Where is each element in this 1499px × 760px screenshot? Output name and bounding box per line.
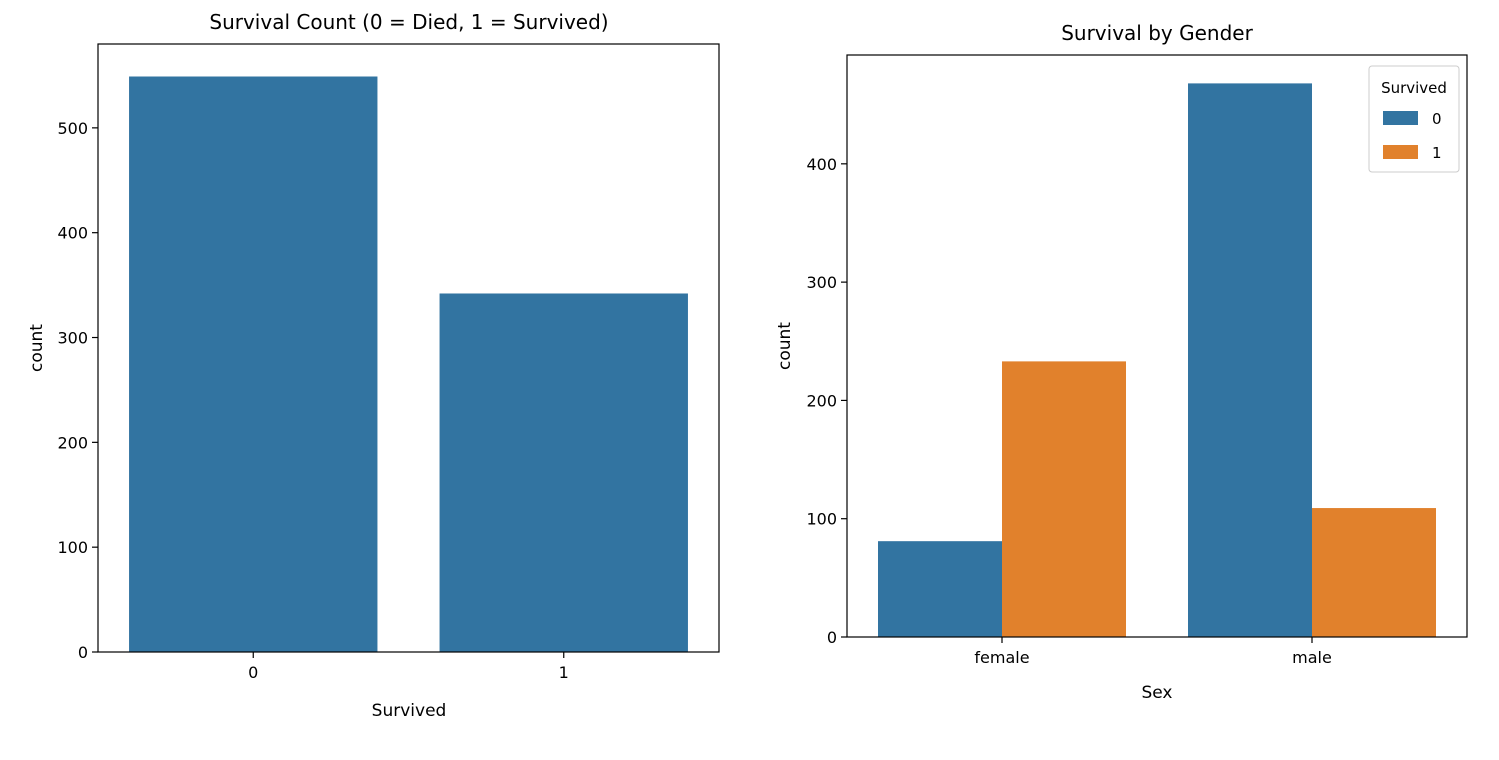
y-ticks: 0 100 200 300 400 500: [57, 119, 98, 662]
legend-title: Survived: [1381, 79, 1447, 97]
bar-1: [439, 293, 688, 652]
plot-frame: [846, 54, 1468, 638]
y-axis-label: count: [775, 322, 795, 370]
x-ticks: female male: [974, 637, 1332, 667]
axes: [97, 43, 720, 653]
y-tick-label: 500: [57, 119, 88, 138]
bars: [129, 76, 688, 652]
y-tick-label: 300: [806, 273, 837, 292]
y-tick-label: 200: [806, 391, 837, 410]
legend-label-1: 1: [1432, 144, 1442, 162]
y-ticks: 0 100 200 300 400: [806, 155, 847, 647]
bar-female-1: [1002, 361, 1126, 637]
y-tick-label: 300: [57, 329, 88, 348]
legend-label-0: 0: [1432, 110, 1442, 128]
legend-swatch-0: [1383, 111, 1418, 125]
chart-survival-by-gender: Survival by Gender 0 100 200 300 400 female m…: [775, 21, 1468, 703]
y-tick-label: 100: [806, 510, 837, 529]
bar-female-0: [878, 541, 1002, 637]
x-tick-label: 1: [559, 663, 569, 682]
y-axis-label: count: [27, 324, 47, 372]
bar-0: [129, 76, 378, 652]
x-tick-label: female: [974, 648, 1029, 667]
x-tick-label: male: [1292, 648, 1332, 667]
y-tick-label: 400: [57, 224, 88, 243]
chart-survival-count: Survival Count (0 = Died, 1 = Survived) …: [27, 10, 720, 721]
chart-title: Survival by Gender: [1061, 21, 1253, 45]
x-axis-label: Sex: [1141, 683, 1172, 703]
bar-male-1: [1312, 508, 1436, 637]
bars: [878, 83, 1436, 637]
y-tick-label: 200: [57, 433, 88, 452]
legend: Survived 0 1: [1368, 65, 1460, 173]
plot-frame: [97, 43, 720, 653]
y-tick-label: 0: [78, 643, 88, 662]
axes: [846, 54, 1468, 638]
bar-male-0: [1188, 83, 1312, 637]
x-tick-label: 0: [248, 663, 258, 682]
y-tick-label: 400: [806, 155, 837, 174]
chart-title: Survival Count (0 = Died, 1 = Survived): [209, 10, 608, 34]
y-tick-label: 100: [57, 538, 88, 557]
y-tick-label: 0: [827, 628, 837, 647]
legend-swatch-1: [1383, 145, 1418, 159]
x-axis-label: Survived: [372, 701, 447, 721]
